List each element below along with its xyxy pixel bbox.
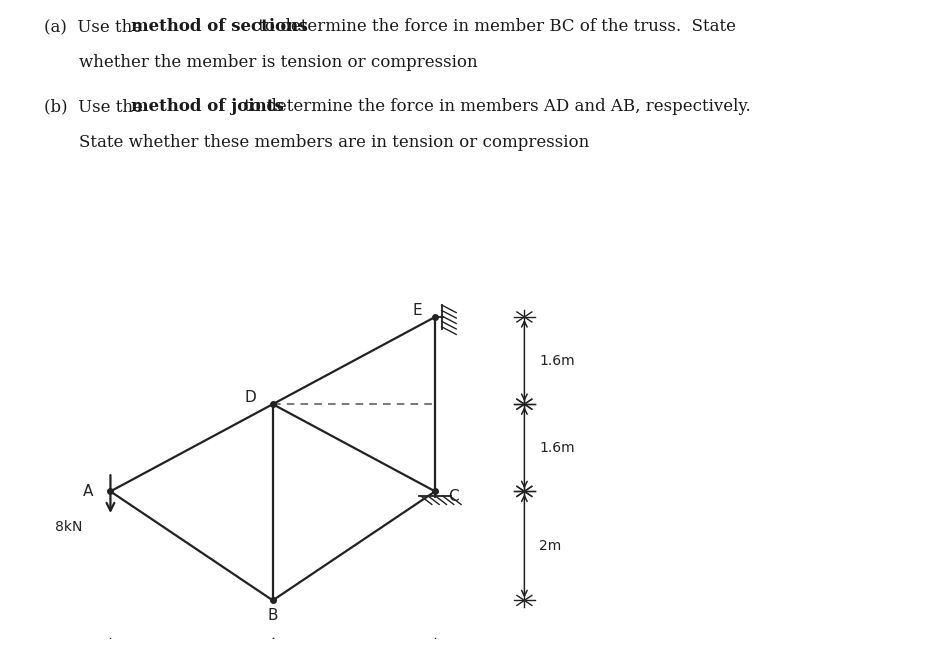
Text: whether the member is tension or compression: whether the member is tension or compres…	[79, 54, 478, 71]
Text: 1.6m: 1.6m	[539, 441, 575, 455]
Text: D: D	[244, 390, 256, 405]
Text: C: C	[448, 490, 458, 504]
Text: method of sections: method of sections	[132, 18, 309, 35]
Text: E: E	[412, 303, 422, 318]
Text: State whether these members are in tension or compression: State whether these members are in tensi…	[79, 134, 590, 151]
Text: A: A	[82, 484, 93, 499]
Text: (a)  Use the: (a) Use the	[44, 18, 148, 35]
Text: to determine the force in members AD and AB, respectively.: to determine the force in members AD and…	[239, 98, 751, 115]
Text: method of joints: method of joints	[132, 98, 284, 115]
Text: B: B	[267, 608, 278, 623]
Text: (b)  Use the: (b) Use the	[44, 98, 148, 115]
Text: to determine the force in member BC of the truss.  State: to determine the force in member BC of t…	[252, 18, 736, 35]
Text: 2m: 2m	[539, 539, 561, 553]
Text: 8kN: 8kN	[54, 520, 82, 533]
Text: 1.6m: 1.6m	[539, 353, 575, 368]
